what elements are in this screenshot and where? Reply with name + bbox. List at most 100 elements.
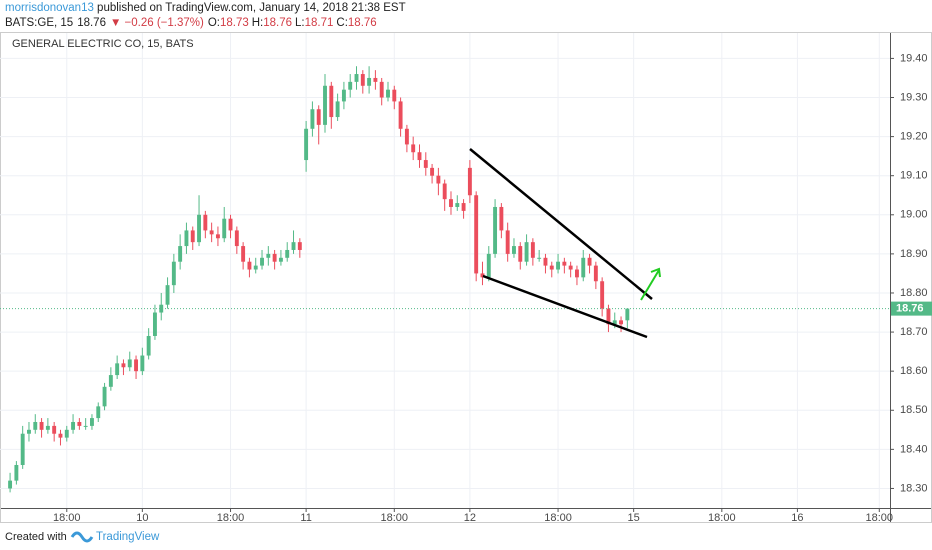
y-tick-label: 18.30 [900, 482, 928, 494]
symbol: BATS:GE, 15 [5, 17, 73, 29]
candle-body [146, 335, 151, 356]
arrow-shaft [640, 269, 660, 301]
candle-body [619, 320, 623, 325]
candle-body [329, 85, 334, 118]
candle-body [96, 406, 101, 419]
candle-body [461, 203, 466, 211]
footer-brand[interactable]: TradingView [96, 531, 160, 543]
x-tick-label: 10 [136, 512, 148, 524]
x-tick-label: 18:00 [708, 512, 736, 524]
grid [0, 33, 890, 508]
candle-body [203, 214, 208, 231]
candle-body [404, 128, 409, 145]
logo [70, 531, 94, 543]
candle-body [90, 418, 94, 426]
candle-body [625, 308, 630, 321]
candle-body [64, 429, 69, 438]
candle-body [436, 175, 441, 184]
candle-body [134, 359, 139, 372]
candle-body [568, 265, 573, 270]
candle-body [480, 273, 485, 278]
candle-body [392, 89, 397, 102]
candle-body [39, 421, 44, 430]
candle-body [316, 109, 321, 125]
candle-body [102, 386, 107, 407]
candle-body [228, 218, 233, 231]
candle-body [398, 101, 403, 129]
candle-body [20, 433, 25, 465]
candle-body [108, 375, 113, 387]
y-tick-label: 19.20 [900, 131, 928, 143]
candle-body [297, 242, 302, 250]
candle-body [360, 74, 365, 86]
candle-body [272, 253, 277, 262]
candle-body [58, 433, 63, 438]
candle-body [171, 261, 176, 286]
candle-body [354, 74, 359, 82]
candle-body [442, 183, 447, 200]
candle-body [537, 257, 542, 259]
candle-body [121, 363, 126, 368]
y-tick-label: 19.10 [900, 170, 928, 182]
last-price-box [891, 301, 932, 316]
y-tick-label: 18.90 [900, 248, 928, 260]
x-tick-label: 12 [464, 512, 476, 524]
candle-body [449, 199, 453, 207]
candle-body [499, 206, 504, 231]
candle-body [197, 214, 201, 243]
candle-body [455, 203, 460, 207]
candle-body [411, 144, 416, 153]
candle-body [209, 230, 214, 235]
candle-body [612, 320, 617, 325]
candle-body [530, 242, 535, 258]
change: ▼ −0.26 (−1.37%) [110, 17, 204, 29]
candle-body [556, 261, 561, 270]
candle-body [430, 167, 435, 176]
trend-line-upper [469, 148, 653, 300]
h-label: H: [252, 17, 264, 29]
c-value: 18.76 [348, 17, 377, 29]
candle-body [247, 261, 252, 270]
candle-body [323, 85, 327, 125]
candle-body [83, 425, 88, 427]
candle-body [593, 265, 598, 282]
price: 18.76 [77, 17, 106, 29]
y-tick-label: 19.40 [900, 52, 928, 64]
candle-body [486, 253, 491, 278]
candle-body [606, 308, 611, 325]
candle-body [493, 206, 498, 254]
arrow-head [650, 267, 661, 278]
x-tick-label: 18:00 [866, 512, 894, 524]
author[interactable]: morrisdonovan13 [5, 2, 94, 14]
candle-body [512, 246, 516, 254]
candle-body [373, 77, 378, 82]
candle-body [45, 425, 50, 430]
candle-body [178, 246, 183, 262]
candle-body [278, 257, 283, 262]
l-label: L: [295, 17, 305, 29]
y-tick-label: 18.70 [900, 326, 928, 338]
candle-body [423, 160, 428, 168]
candle-body [152, 312, 157, 336]
candle-body [215, 234, 220, 239]
y-tick-label: 19.00 [900, 209, 928, 221]
plot [0, 33, 890, 508]
o-label: O: [208, 17, 220, 29]
candle-body [575, 269, 579, 278]
y-tick-label: 19.30 [900, 91, 928, 103]
candle-body [367, 77, 372, 86]
candle-body [115, 363, 120, 376]
candle-body [253, 265, 258, 270]
candle-body [518, 246, 523, 262]
trend-line-lower [482, 274, 648, 339]
candle-body [587, 257, 592, 266]
candle-body [184, 230, 189, 247]
c-label: C: [336, 17, 348, 29]
candle-body [234, 230, 239, 247]
candle-body [190, 230, 195, 243]
x-tick-label: 18:00 [544, 512, 572, 524]
annotations [469, 148, 661, 339]
x-tick-label: 11 [300, 512, 311, 524]
x-tick-label: 18:00 [217, 512, 245, 524]
candle-body [543, 257, 548, 266]
